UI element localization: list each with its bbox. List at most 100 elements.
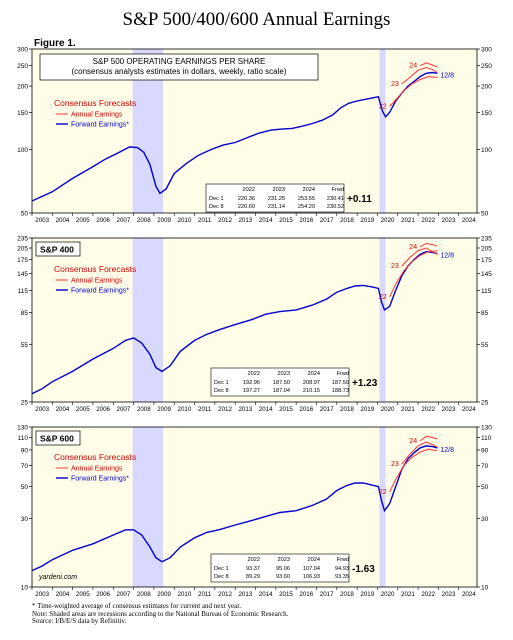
x-tick-label: 2005 [76,217,90,224]
x-tick-label: 2021 [401,406,415,413]
y-tick-label-left: 110 [18,435,29,442]
y-tick-label-left: 235 [17,236,28,243]
table-header-cell: Frwd [337,557,349,563]
y-tick-label-right: 130 [481,425,492,432]
subtitle-line-1: S&P 500 OPERATING EARNINGS PER SHARE [93,57,266,66]
table-header-cell: 2022 [243,187,255,193]
x-tick-label: 2022 [421,217,435,224]
y-tick-label-right: 10 [481,585,489,592]
table-header-cell: 2024 [308,557,320,563]
x-tick-label: 2022 [421,591,435,598]
plot-border [31,48,478,214]
x-tick-label: 2007 [117,406,131,413]
annual-earnings-22 [389,250,438,298]
x-tick-label: 2024 [462,217,476,224]
forward-change-value: +1.23 [352,378,378,389]
table-cell: 187.50 [273,380,290,386]
x-tick-label: 2004 [56,406,70,413]
annual-earnings-label-23: 23 [391,461,399,468]
table-row-label: Dec 1 [209,196,224,202]
legend-heading: Consensus Forecasts [54,98,136,108]
table-cell: 93.35 [335,574,349,580]
subtitle-box [39,53,319,81]
x-tick-label: 2004 [56,217,70,224]
table-row-label: Dec 1 [214,566,229,572]
footnote-3: Source: I/B/E/S data by Refinitiv. [32,617,127,625]
table-header-cell: 2023 [278,371,290,377]
chart-panel-1: 50 50 100 100 150 150 200 200 250 250 300 300 2003 20… [17,47,492,225]
table-cell: 192.96 [243,380,260,386]
panel-title-box [35,430,81,446]
table-cell: 187.04 [273,388,290,394]
annual-earnings-22 [389,76,438,107]
table-cell: 208.97 [303,380,320,386]
table-header-cell: 2024 [303,187,315,193]
x-tick-label: 2008 [137,406,151,413]
y-tick-label-left: 90 [21,447,29,454]
x-tick-label: 2010 [178,406,192,413]
y-tick-label-right: 100 [481,147,492,154]
y-tick-label-right: 300 [481,47,492,54]
table-cell: 94.93 [335,566,349,572]
annual-earnings-22 [389,448,438,493]
recession-band-2 [379,49,386,213]
x-tick-label: 2006 [96,591,110,598]
x-tick-label: 2012 [218,217,232,224]
recession-band-2 [379,238,386,402]
x-tick-label: 2021 [401,217,415,224]
chart-panel-2: 25 25 55 55 85 85 115 115 145 145 175 175 205 205 235 2… [17,236,492,414]
date-label: 12/8 [440,447,454,454]
annual-earnings-label-22: 22 [379,104,387,111]
table-header-cell: Frwd [332,187,344,193]
table-row-label: Dec 8 [214,574,229,580]
x-tick-label: 2018 [340,591,354,598]
y-tick-label-right: 150 [481,110,492,117]
y-tick-label-right: 200 [481,84,492,91]
footnote-2: Note: Shaded areas are recessions accord… [32,609,289,618]
x-tick-label: 2013 [238,406,252,413]
annual-earnings-label-22: 22 [379,489,387,496]
x-tick-label: 2018 [340,406,354,413]
annual-earnings-24 [419,242,438,248]
x-tick-label: 2017 [320,406,334,413]
table-cell: 93.60 [276,574,290,580]
page-title: S&P 500/400/600 Annual Earnings [122,9,391,30]
y-tick-label-right: 25 [481,400,489,407]
forward-earnings-line [31,445,438,572]
table-cell: 220.60 [238,204,255,210]
table-cell: 93.37 [246,566,260,572]
x-tick-label: 2015 [279,591,293,598]
x-tick-label: 2020 [381,591,395,598]
x-tick-label: 2014 [259,591,273,598]
footnote-1: * Time-weighted average of consensus est… [32,602,241,610]
y-tick-label-left: 100 [17,147,28,154]
subtitle-line-2: (consensus analysts estimates in dollars… [71,67,286,76]
forward-earnings-line [31,250,438,395]
table-header-cell: 2023 [278,557,290,563]
x-tick-label: 2017 [320,591,334,598]
x-tick-label: 2015 [279,406,293,413]
legend-annual-label: Annual Earnings [71,278,123,285]
x-tick-label: 2016 [299,217,313,224]
y-tick-label-left: 145 [17,271,28,278]
x-tick-label: 2019 [360,217,374,224]
x-tick-label: 2012 [218,591,232,598]
y-tick-label-right: 90 [481,447,489,454]
table-header-cell: 2022 [248,557,260,563]
legend-heading: Consensus Forecasts [54,452,136,462]
y-tick-label-right: 175 [481,257,492,264]
x-tick-label: 2009 [157,217,171,224]
annual-earnings-label-24: 24 [409,438,417,445]
x-tick-label: 2007 [117,217,131,224]
x-tick-label: 2011 [198,406,212,413]
annual-earnings-label-23: 23 [391,81,399,88]
table-cell: 210.15 [303,388,320,394]
x-tick-label: 2024 [462,591,476,598]
x-tick-label: 2007 [117,591,131,598]
legend-forward-label: Forward Earnings* [71,122,129,129]
table-cell: 187.50 [332,380,349,386]
x-tick-label: 2014 [259,406,273,413]
x-tick-label: 2011 [198,217,212,224]
x-tick-label: 2014 [259,217,273,224]
